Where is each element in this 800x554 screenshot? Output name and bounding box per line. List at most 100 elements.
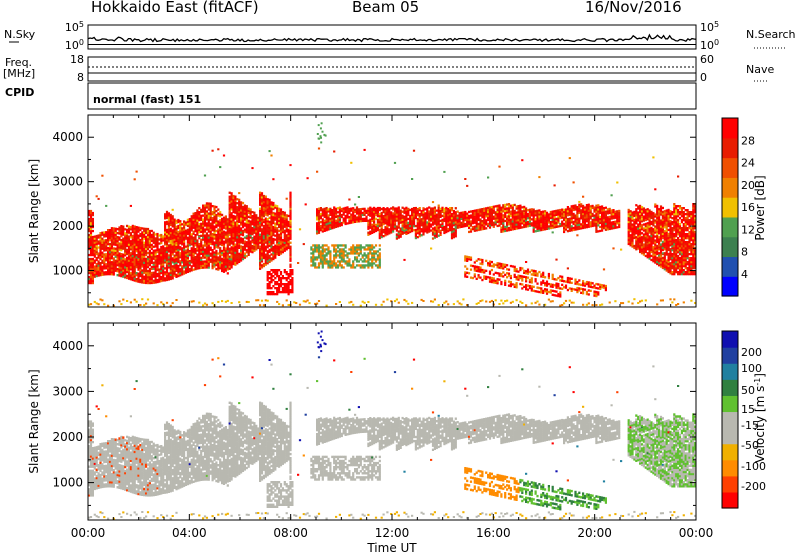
- power-mark: [228, 259, 231, 262]
- power-mark: [183, 230, 186, 233]
- power-mark: [165, 234, 169, 238]
- power-mark: [200, 258, 203, 261]
- power-mark: [245, 249, 248, 252]
- power-mark: [260, 194, 264, 197]
- power-mark: [525, 213, 528, 216]
- power-mark: [188, 228, 191, 231]
- power-mark: [426, 207, 429, 210]
- power-mark: [234, 257, 237, 260]
- power-mark: [278, 211, 281, 214]
- power-mark: [388, 224, 391, 227]
- power-mark: [137, 244, 140, 247]
- power-mark: [272, 251, 275, 255]
- power-mark: [167, 216, 170, 219]
- power-mark: [281, 229, 284, 232]
- power-mark: [209, 204, 212, 207]
- power-mark: [513, 283, 516, 286]
- power-mark: [354, 208, 357, 211]
- power-mark: [291, 289, 294, 292]
- power-mark: [234, 229, 237, 232]
- power-mark: [192, 226, 195, 229]
- power-mark: [335, 252, 338, 255]
- power-mark: [215, 245, 218, 249]
- power-mark: [154, 241, 157, 244]
- power-mark: [97, 260, 100, 263]
- power-mark: [279, 226, 283, 229]
- power-mark: [173, 220, 176, 223]
- power-mark: [272, 207, 275, 211]
- power-mark: [139, 262, 142, 266]
- power-mark: [411, 209, 414, 213]
- power-mark: [243, 216, 246, 219]
- power-mark: [407, 231, 410, 235]
- power-mark: [156, 280, 159, 284]
- power-mark: [236, 228, 239, 231]
- power-mark: [354, 246, 357, 249]
- power-mark: [304, 203, 307, 206]
- power-mark: [354, 250, 357, 253]
- power-mark: [507, 209, 511, 212]
- power-mark: [126, 256, 129, 260]
- power-mark: [122, 231, 125, 234]
- power-mark: [116, 270, 119, 273]
- power-mark: [536, 282, 539, 285]
- power-mark: [274, 244, 277, 247]
- power-mark: [357, 248, 360, 251]
- power-mark: [509, 301, 512, 304]
- power-mark: [143, 271, 146, 274]
- power-mark: [135, 170, 138, 173]
- power-mark: [418, 227, 421, 230]
- power-mark: [542, 289, 545, 292]
- power-mark: [169, 255, 172, 259]
- power-mark: [262, 196, 265, 200]
- power-mark: [95, 250, 98, 254]
- power-mark: [367, 246, 370, 249]
- power-mark: [133, 298, 136, 301]
- power-mark: [213, 251, 216, 254]
- power-mark: [466, 271, 469, 274]
- power-mark: [316, 232, 319, 235]
- power-mark: [289, 235, 292, 238]
- power-mark: [118, 300, 121, 303]
- power-mark: [426, 221, 429, 224]
- power-mark: [285, 285, 288, 288]
- power-mark: [317, 147, 321, 150]
- power-mark: [407, 229, 410, 233]
- power-mark: [411, 227, 414, 231]
- power-mark: [249, 220, 252, 223]
- power-mark: [335, 219, 338, 222]
- velocity-colorbar-segment: [722, 491, 738, 509]
- power-mark: [203, 212, 207, 215]
- power-mark: [131, 248, 134, 252]
- power-mark: [171, 253, 174, 256]
- power-mark: [363, 254, 366, 257]
- power-mark: [177, 274, 180, 278]
- velocity-colorbar-segment: [722, 379, 738, 396]
- power-mark: [230, 214, 233, 217]
- power-mark: [335, 213, 338, 216]
- power-mark: [213, 233, 216, 236]
- power-mark: [126, 236, 129, 240]
- power-mark: [506, 215, 509, 218]
- power-mark: [221, 229, 224, 233]
- power-mark: [156, 260, 159, 264]
- power-mark: [367, 256, 370, 259]
- power-mark: [422, 227, 425, 230]
- power-mark: [528, 216, 531, 219]
- power-data-layer: [88, 122, 696, 307]
- power-mark: [272, 225, 275, 229]
- power-colorbar-tick: 8: [741, 246, 748, 259]
- power-mark: [257, 218, 260, 222]
- power-mark: [169, 235, 172, 239]
- power-mark: [183, 240, 186, 243]
- power-mark: [281, 239, 284, 242]
- power-mark: [555, 282, 558, 285]
- power-mark: [314, 248, 317, 251]
- power-mark: [93, 267, 96, 270]
- power-mark: [547, 221, 550, 224]
- power-mark: [507, 274, 511, 277]
- power-mark: [502, 218, 505, 221]
- power-mark: [285, 236, 288, 239]
- power-mark: [281, 249, 284, 252]
- power-mark: [230, 232, 233, 235]
